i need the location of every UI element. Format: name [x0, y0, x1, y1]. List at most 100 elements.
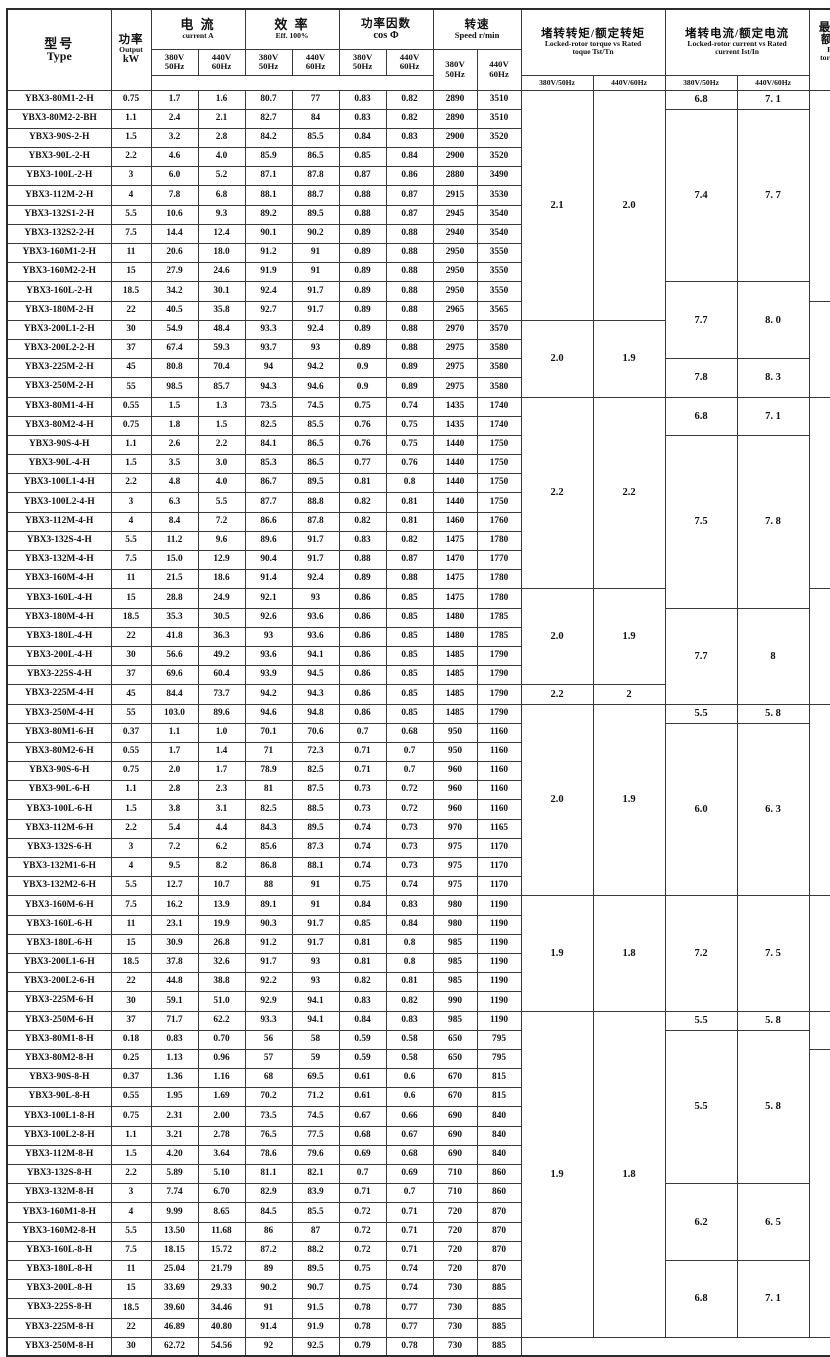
- cell-current-440: 30.1: [197, 281, 246, 302]
- cell-speed-440: 885: [476, 1279, 522, 1300]
- cell-model: YBX3-180M-2-H: [6, 300, 112, 321]
- cell-output: 2.2: [110, 818, 152, 839]
- cell-power-factor-380: 0.86: [338, 684, 387, 705]
- cell-efficiency-440: 93: [291, 338, 340, 360]
- cell-output: 30: [110, 645, 152, 667]
- cell-power-factor-440: 0.72: [385, 780, 434, 801]
- cell-speed-440: 1190: [476, 952, 522, 974]
- cell-tst-380: 2.2: [520, 684, 594, 705]
- cell-output: 30: [110, 991, 152, 1012]
- cell-model: YBX3-250M-6-H: [6, 1010, 112, 1031]
- cell-speed-440: 1190: [476, 991, 522, 1012]
- cell-current-440: 70.4: [197, 358, 246, 379]
- table-row: YBX3-160M2-2-H 15 27.9 24.6 91.9 91 0.89 0.88 29…: [6, 262, 830, 283]
- cell-power-factor-380: 0.82: [338, 492, 387, 513]
- cell-speed-380: 975: [432, 837, 478, 859]
- cell-speed-380: 690: [432, 1106, 478, 1127]
- cell-current-440: 21.79: [197, 1259, 246, 1281]
- cell-output: 45: [110, 684, 152, 705]
- cell-model: YBX3-90S-8-H: [6, 1068, 112, 1089]
- cell-output: 5.5: [110, 1221, 152, 1242]
- cell-output: 0.37: [110, 1068, 152, 1089]
- cell-output: 55: [110, 703, 152, 724]
- cell-speed-380: 1435: [432, 415, 478, 436]
- cell-speed-440: 1785: [476, 607, 522, 628]
- cell-ist-440: 7. 8: [736, 434, 810, 609]
- cell-current-440: 2.3: [197, 780, 246, 801]
- cell-efficiency-440: 92.4: [291, 569, 340, 590]
- cell-power-factor-440: 0.73: [385, 856, 434, 878]
- cell-model: YBX3-225M-6-H: [6, 991, 112, 1012]
- cell-power-factor-380: 0.71: [338, 1183, 387, 1204]
- cell-power-factor-440: 0.68: [385, 1144, 434, 1166]
- cell-current-380: 7.8: [150, 185, 199, 206]
- cell-current-380: 3.21: [150, 1125, 199, 1146]
- table-row: YBX3-80M1-6-H 0.37 1.1 1.0 70.1 70.6 0.7 0.68 95…: [6, 722, 830, 897]
- cell-model: YBX3-100L1-8-H: [6, 1106, 112, 1127]
- cell-efficiency-440: 74.5: [291, 396, 340, 417]
- cell-power-factor-440: 0.88: [385, 281, 434, 302]
- table-header: 型号 Type 功率 Output kW 电 流 current A 效 率 E…: [6, 8, 830, 91]
- cell-power-factor-380: 0.68: [338, 1125, 387, 1146]
- cell-ist-380: 5.5: [664, 703, 738, 724]
- cell-current-440: 4.4: [197, 818, 246, 839]
- cell-speed-380: 2950: [432, 281, 478, 302]
- cell-current-380: 2.0: [150, 761, 199, 782]
- cell-efficiency-380: 88: [244, 876, 293, 897]
- cell-efficiency-380: 92.4: [244, 281, 293, 302]
- cell-ist-440: 8: [736, 607, 810, 705]
- cell-output: 4: [110, 1202, 152, 1223]
- cell-power-factor-440: 0.74: [385, 396, 434, 417]
- cell-speed-440: 3565: [476, 300, 522, 321]
- cell-current-380: 1.7: [150, 89, 199, 110]
- cell-efficiency-380: 71: [244, 741, 293, 763]
- header-locked-torque-cn: 堵转转矩/额定转矩: [540, 28, 646, 41]
- cell-efficiency-380: 82.5: [244, 415, 293, 436]
- cell-current-380: 30.9: [150, 933, 199, 954]
- cell-current-380: 2.4: [150, 108, 199, 129]
- table-row: YBX3-132S2-2-H 7.5 14.4 12.4 90.1 90.2 0.89 0.8…: [6, 223, 830, 245]
- cell-current-380: 7.74: [150, 1183, 199, 1204]
- cell-current-440: 10.7: [197, 876, 246, 897]
- cell-current-380: 103.0: [150, 703, 199, 724]
- cell-current-380: 1.5: [150, 396, 199, 417]
- cell-power-factor-380: 0.84: [338, 1010, 387, 1031]
- cell-model: YBX3-90S-4-H: [6, 434, 112, 456]
- cell-efficiency-440: 93: [291, 952, 340, 974]
- header-speed-380-v: 380V: [445, 59, 465, 70]
- cell-current-440: 6.8: [197, 185, 246, 206]
- cell-power-factor-440: 0.87: [385, 549, 434, 571]
- cell-power-factor-380: 0.81: [338, 952, 387, 974]
- cell-efficiency-380: 91.2: [244, 242, 293, 264]
- cell-power-factor-380: 0.76: [338, 415, 387, 436]
- header-output-unit: kW: [122, 54, 140, 66]
- cell-model: YBX3-225M-8-H: [6, 1317, 112, 1338]
- cell-efficiency-440: 94.3: [291, 684, 340, 705]
- cell-efficiency-440: 85.5: [291, 127, 340, 149]
- cell-current-440: 8.65: [197, 1202, 246, 1223]
- cell-power-factor-380: 0.69: [338, 1144, 387, 1166]
- cell-power-factor-380: 0.78: [338, 1298, 387, 1319]
- cell-power-factor-440: 0.58: [385, 1048, 434, 1070]
- cell-current-440: 8.2: [197, 856, 246, 878]
- cell-current-380: 0.83: [150, 1029, 199, 1050]
- cell-output: 5.5: [110, 876, 152, 897]
- cell-current-440: 12.9: [197, 549, 246, 571]
- cell-speed-380: 710: [432, 1163, 478, 1185]
- cell-output: 2.2: [110, 1163, 152, 1185]
- cell-speed-440: 1750: [476, 434, 522, 456]
- table-row: YBX3-250M-4-H 55 103.0 89.6 94.6 94.8 0.86 0.85…: [6, 703, 830, 897]
- table-row: YBX3-250M-6-H 37 71.7 62.2 93.3 94.1 0.84 0.83 9…: [6, 1010, 830, 1338]
- cell-model: YBX3-90L-6-H: [6, 780, 112, 801]
- cell-current-440: 29.33: [197, 1279, 246, 1300]
- cell-power-factor-440: 0.88: [385, 242, 434, 264]
- cell-current-440: 9.6: [197, 530, 246, 552]
- header-pf-440-hz: 60Hz: [399, 61, 420, 71]
- cell-output: 1.5: [110, 454, 152, 475]
- cell-power-factor-380: 0.72: [338, 1221, 387, 1242]
- cell-power-factor-380: 0.72: [338, 1202, 387, 1223]
- cell-current-440: 4.0: [197, 473, 246, 494]
- cell-current-440: 73.7: [197, 684, 246, 705]
- table-row: YBX3-132S1-2-H 5.5 10.6 9.3 89.2 89.5 0.88 0.87…: [6, 204, 830, 225]
- cell-power-factor-380: 0.83: [338, 991, 387, 1012]
